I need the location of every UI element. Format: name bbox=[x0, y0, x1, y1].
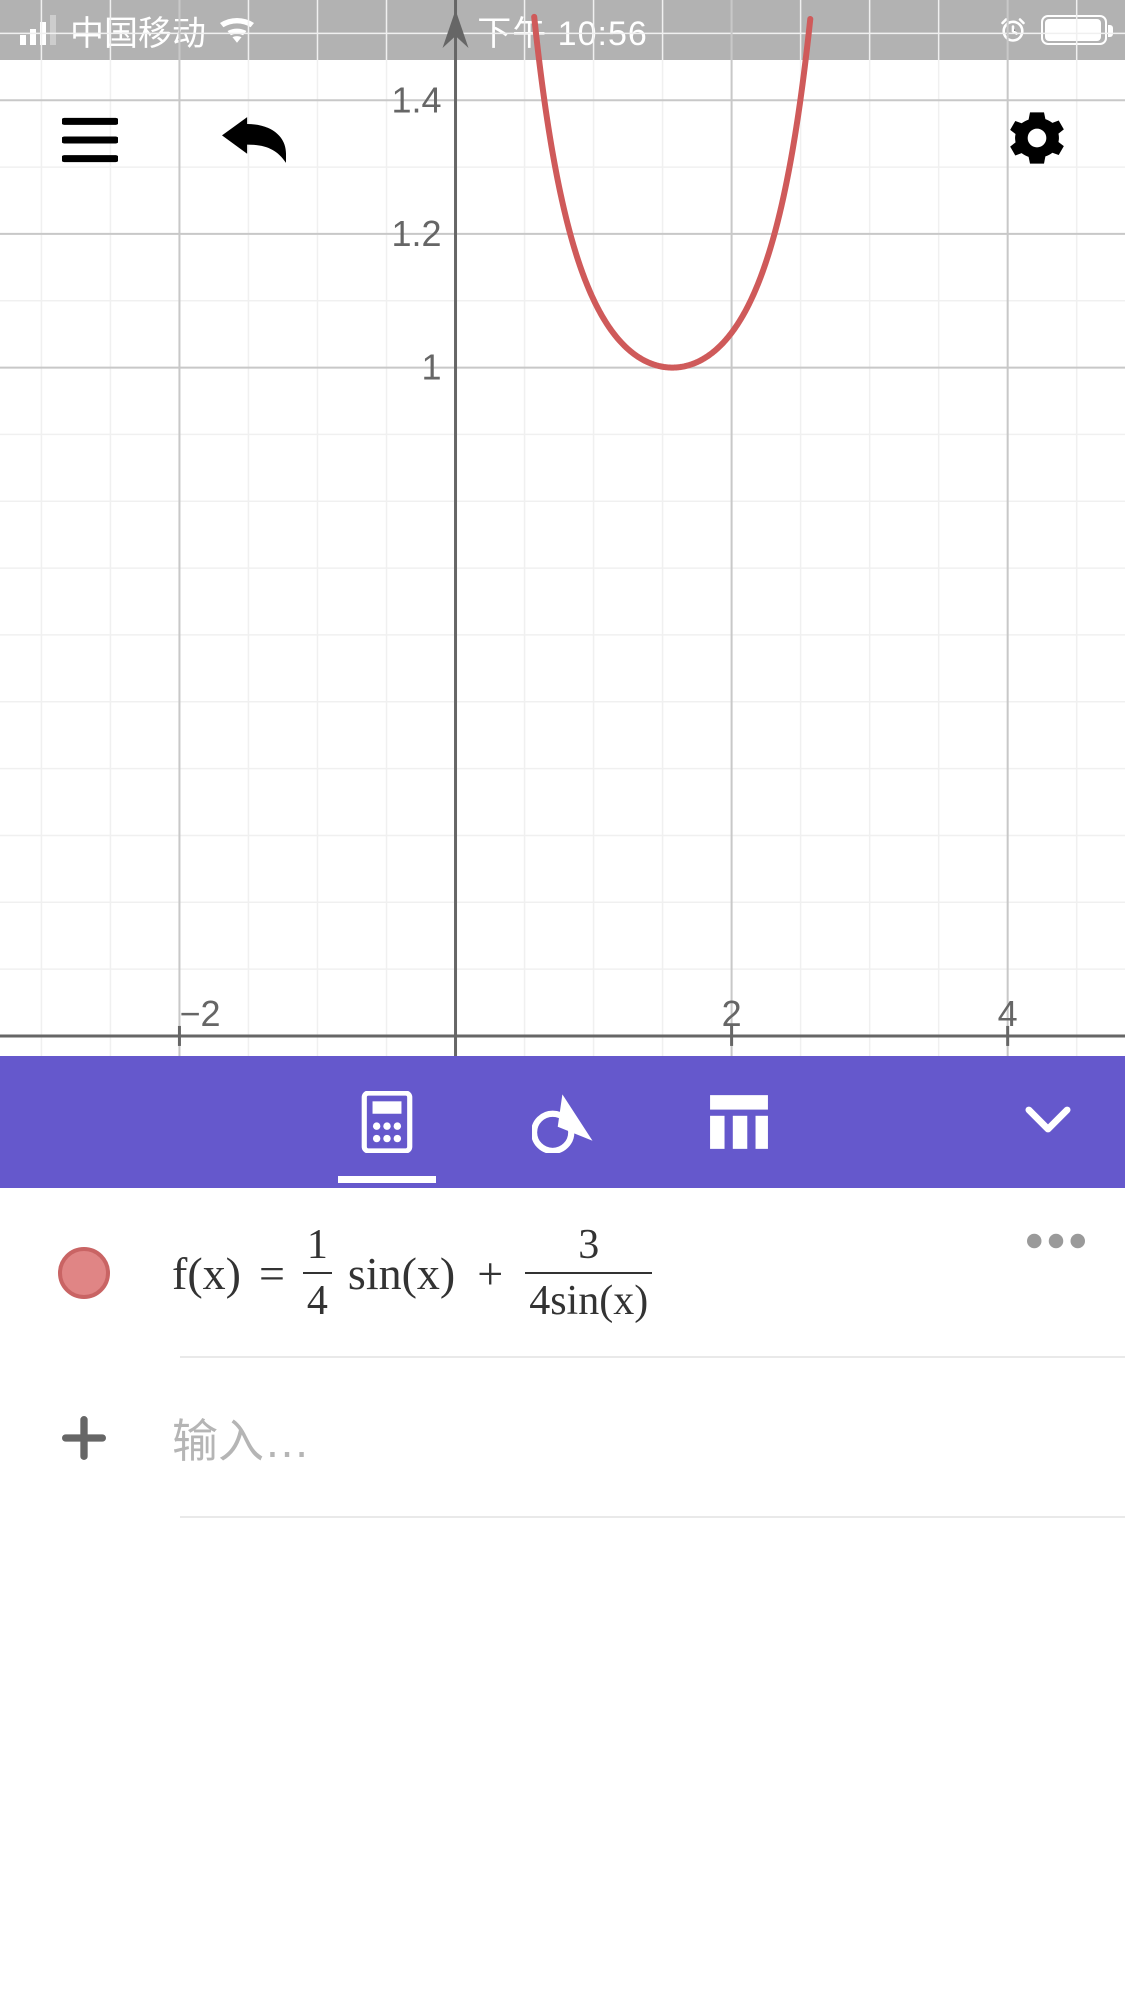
expression-more-button[interactable] bbox=[1027, 1232, 1085, 1255]
svg-text:1: 1 bbox=[421, 347, 441, 388]
plus-icon bbox=[62, 1416, 106, 1460]
expression-color-dot[interactable] bbox=[58, 1247, 110, 1299]
add-expression-button[interactable] bbox=[58, 1412, 110, 1464]
settings-button[interactable] bbox=[1009, 110, 1065, 171]
undo-button[interactable] bbox=[222, 116, 286, 169]
gear-icon bbox=[1009, 110, 1065, 166]
svg-text:1.2: 1.2 bbox=[391, 213, 441, 254]
expression-list: f(x) = 1 4 sin(x) + 3 4sin(x) 输入… bbox=[0, 1188, 1125, 1518]
tab-algebra[interactable] bbox=[354, 1089, 420, 1155]
shapes-icon bbox=[532, 1091, 594, 1153]
formula-lhs: f(x) bbox=[172, 1247, 241, 1300]
formula-equals: = bbox=[251, 1247, 293, 1300]
tab-tools[interactable] bbox=[530, 1089, 596, 1155]
calculator-icon bbox=[356, 1091, 418, 1153]
new-expression-placeholder: 输入… bbox=[172, 1405, 310, 1471]
collapse-button[interactable] bbox=[1025, 1105, 1071, 1140]
view-tab-bar bbox=[0, 1056, 1125, 1188]
menu-button[interactable] bbox=[62, 116, 118, 169]
formula-plus: + bbox=[465, 1247, 515, 1300]
table-icon bbox=[708, 1091, 770, 1153]
graph-toolbar bbox=[0, 98, 1125, 178]
more-icon bbox=[1027, 1232, 1085, 1250]
tab-table[interactable] bbox=[706, 1089, 772, 1155]
chevron-down-icon bbox=[1025, 1105, 1071, 1135]
fraction-2: 3 4sin(x) bbox=[525, 1224, 652, 1323]
hamburger-icon bbox=[62, 116, 118, 164]
undo-icon bbox=[222, 116, 286, 164]
fraction-1: 1 4 bbox=[303, 1224, 332, 1323]
graph-canvas[interactable]: −22411.21.4 bbox=[0, 0, 1125, 1056]
formula-mid: sin(x) bbox=[342, 1247, 455, 1300]
svg-text:−2: −2 bbox=[179, 993, 220, 1034]
new-expression-row[interactable]: 输入… bbox=[0, 1358, 1125, 1518]
expression-formula[interactable]: f(x) = 1 4 sin(x) + 3 4sin(x) bbox=[172, 1224, 652, 1323]
expression-row[interactable]: f(x) = 1 4 sin(x) + 3 4sin(x) bbox=[0, 1188, 1125, 1358]
